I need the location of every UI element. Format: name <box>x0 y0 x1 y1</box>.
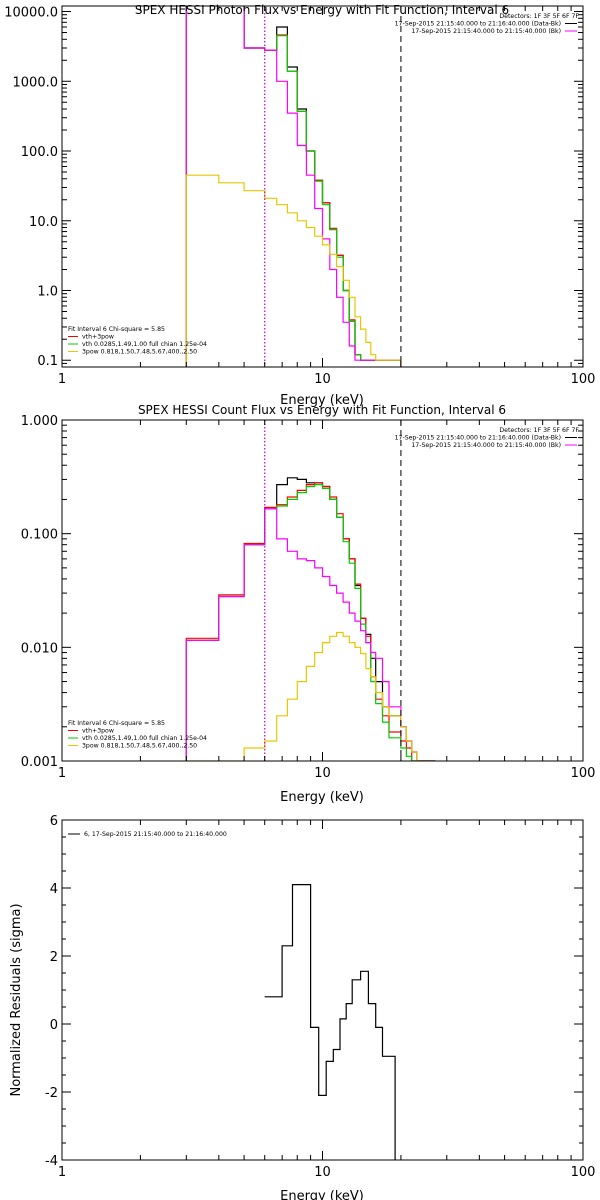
x-tick-label: 1 <box>58 766 66 781</box>
photon-flux-panel: SPEX HESSI Photon Flux vs Energy with Fi… <box>4 3 596 408</box>
series-line-4 <box>185 631 436 761</box>
y-tick-label: 0 <box>50 1018 58 1033</box>
legend-left-entry: vth+3pow <box>82 334 114 341</box>
count-flux-xlabel: Energy (keV) <box>280 790 364 805</box>
legend-right-entry: 17-Sep-2015 21:15:40.000 to 21:15:40.000… <box>411 442 561 449</box>
y-tick-label: 4 <box>50 882 58 897</box>
count-flux-title: SPEX HESSI Count Flux vs Energy with Fit… <box>138 403 506 417</box>
y-tick-label: 0.1 <box>37 354 58 369</box>
y-tick-label: 10000.0 <box>4 6 58 21</box>
x-tick-label: 100 <box>571 372 596 387</box>
y-tick-label: -2 <box>45 1086 58 1101</box>
photon-flux-xlabel: Energy (keV) <box>280 393 364 408</box>
residuals-panel: 1 10 100 -4 -2 0 2 4 6 6, 17-Sep-2015 21:15:40.00… <box>9 814 595 1200</box>
legend-left-entry: 3pow 0.818,1.50,7.48,5.67,400.,2.50 <box>82 349 197 356</box>
residuals-xlabel: Energy (keV) <box>280 1189 364 1200</box>
x-tick-label: 100 <box>571 1165 596 1180</box>
legend-left-entry: vth+3pow <box>82 728 114 735</box>
legend-left-entry: Fit Interval 6 Chi-square = 5.85 <box>68 326 165 333</box>
series-group <box>185 6 402 367</box>
series-line-2 <box>185 484 436 761</box>
y-tick-label: 0.001 <box>21 755 58 770</box>
x-tick-label: 10 <box>314 1165 331 1180</box>
y-tick-label: 6 <box>50 814 58 829</box>
series-line-4 <box>185 174 402 367</box>
legend-right-entry: 17-Sep-2015 21:15:40.000 to 21:16:40.000… <box>395 435 561 442</box>
y-tick-label: 0.100 <box>21 528 58 543</box>
x-tick-label: 1 <box>58 1165 66 1180</box>
legend-left-entry: 3pow 0.818,1.50,7.48,5.67,400.,2.50 <box>82 743 197 750</box>
legend-entry: 6, 17-Sep-2015 21:15:40.000 to 21:16:40.… <box>84 831 227 838</box>
y-tick-label: -4 <box>45 1154 58 1169</box>
count-flux-panel: SPEX HESSI Count Flux vs Energy with Fit… <box>21 403 596 805</box>
series-line-0 <box>264 884 396 1160</box>
residuals-plot-area: 1 10 100 -4 -2 0 2 4 6 6, 17-Sep-2015 21:15:40.00… <box>45 814 595 1180</box>
photon-flux-plot-area: 1 10 100 0.1 1.0 10.0 100.0 1000.0 10000.0 Detect… <box>4 5 596 387</box>
y-tick-label: 10.0 <box>29 215 58 230</box>
y-tick-label: 1.000 <box>21 414 58 429</box>
y-tick-label: 1000.0 <box>13 75 59 90</box>
y-tick-label: 100.0 <box>21 145 58 160</box>
x-tick-label: 10 <box>314 766 331 781</box>
count-flux-plot-area: 1 10 100 0.001 0.010 0.100 1.000 Detectors: 1F … <box>21 414 596 781</box>
legend-left-entry: vth 0.0285,1.49,1.00 full chian 1.25e-04 <box>82 735 207 742</box>
y-tick-label: 2 <box>50 950 58 965</box>
legend-right-entry: 17-Sep-2015 21:15:40.000 to 21:15:40.000… <box>411 28 561 35</box>
residuals-ylabel: Normalized Residuals (sigma) <box>9 903 24 1096</box>
x-tick-label: 1 <box>58 372 66 387</box>
x-tick-label: 100 <box>571 766 596 781</box>
legend-left-entry: vth 0.0285,1.49,1.00 full chian 1.25e-04 <box>82 341 207 348</box>
series-group <box>264 884 396 1160</box>
legend-right-entry: Detectors: 1F 3F 5F 6F 7F <box>499 427 579 434</box>
y-tick-label: 1.0 <box>37 284 58 299</box>
series-group <box>185 477 436 761</box>
legend-right-entry: Detectors: 1F 3F 5F 6F 7F <box>499 13 579 20</box>
y-tick-label: 0.010 <box>21 641 58 656</box>
x-tick-label: 10 <box>314 372 331 387</box>
legend-left-entry: Fit Interval 6 Chi-square = 5.85 <box>68 720 165 727</box>
legend-right-entry: 17-Sep-2015 21:15:40.000 to 21:16:40.000… <box>395 21 561 28</box>
